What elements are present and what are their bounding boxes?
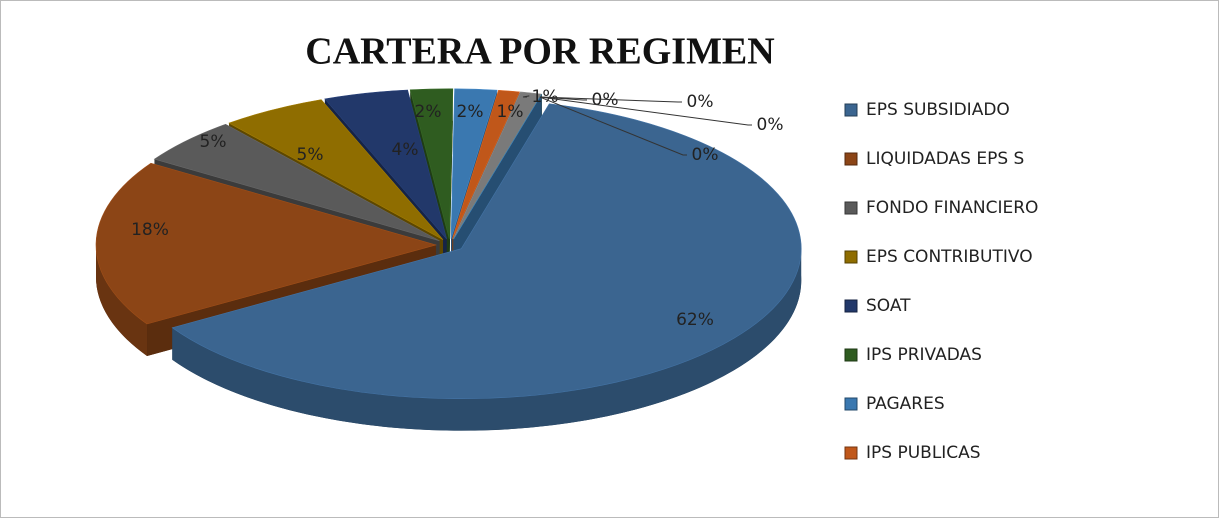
slice-wall bbox=[172, 248, 802, 431]
legend-swatch bbox=[844, 348, 858, 362]
slice-top bbox=[450, 88, 498, 239]
slice-top bbox=[452, 91, 542, 240]
slice-top bbox=[409, 88, 454, 239]
legend-swatch bbox=[844, 201, 858, 215]
data-label: 0% bbox=[687, 92, 714, 112]
slice bbox=[171, 103, 802, 431]
slice-wall bbox=[96, 244, 148, 356]
data-label: 18% bbox=[131, 220, 169, 240]
data-label: 2% bbox=[457, 102, 484, 122]
legend-swatch bbox=[844, 152, 858, 166]
legend-label: IPS PUBLICAS bbox=[866, 443, 981, 463]
legend-label: LIQUIDADAS EPS S bbox=[866, 149, 1024, 169]
slice-top bbox=[153, 123, 440, 242]
legend-label: PAGARES bbox=[866, 394, 945, 414]
legend: EPS SUBSIDIADO LIQUIDADAS EPS S FONDO FINA… bbox=[844, 100, 1038, 463]
legend-label: EPS CONTRIBUTIVO bbox=[866, 247, 1033, 267]
leader-line bbox=[539, 96, 682, 103]
legend-label: IPS PRIVADAS bbox=[866, 345, 982, 365]
data-label: 4% bbox=[392, 140, 419, 160]
legend-label: SOAT bbox=[866, 296, 911, 316]
legend-swatch bbox=[844, 250, 858, 264]
slice-top bbox=[452, 89, 520, 240]
data-label: 5% bbox=[297, 145, 324, 165]
data-label: 0% bbox=[692, 145, 719, 165]
legend-swatch bbox=[844, 446, 858, 460]
pie bbox=[95, 88, 802, 431]
leader-line bbox=[539, 96, 752, 126]
legend-swatch bbox=[844, 299, 858, 313]
slice-top bbox=[171, 103, 802, 399]
leader-line bbox=[522, 95, 530, 98]
legend-swatch bbox=[844, 397, 858, 411]
data-label: 5% bbox=[200, 132, 227, 152]
data-label: 62% bbox=[676, 310, 714, 330]
data-label: 1% bbox=[497, 102, 524, 122]
slice-top bbox=[95, 162, 438, 325]
chart-title: CARTERA POR REGIMEN bbox=[305, 31, 774, 73]
data-label: 0% bbox=[757, 115, 784, 135]
slice-top bbox=[228, 99, 444, 240]
legend-label: EPS SUBSIDIADO bbox=[866, 100, 1010, 120]
labels: 62%18%5%5% 4%2% 2% 1%1% 0% 0%0%0% bbox=[131, 87, 783, 330]
legend-label: FONDO FINANCIERO bbox=[866, 198, 1038, 218]
legend-swatch bbox=[844, 103, 858, 117]
slice-top bbox=[324, 89, 447, 240]
leader-line bbox=[539, 96, 687, 156]
data-label: 2% bbox=[415, 102, 442, 122]
